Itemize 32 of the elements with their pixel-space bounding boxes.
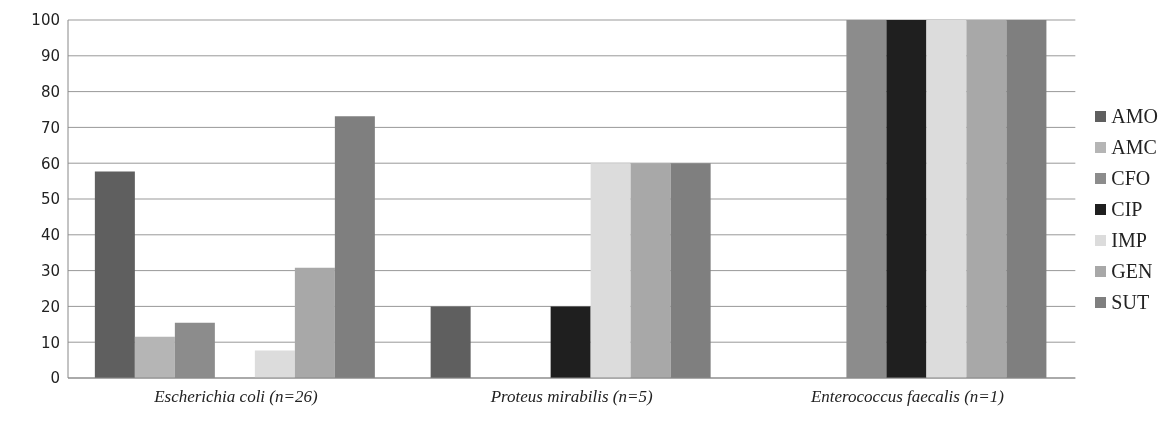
bar — [590, 163, 631, 378]
bar — [294, 267, 335, 378]
x-tick-label: Proteus mirabilis (n=5) — [489, 387, 653, 406]
bar — [550, 306, 591, 378]
bar — [430, 306, 471, 378]
y-tick-label: 100 — [31, 11, 60, 30]
legend-label: AMC — [1111, 135, 1157, 159]
legend-label: CFO — [1111, 166, 1151, 190]
bar — [630, 163, 671, 378]
legend-label: AMO — [1111, 104, 1158, 128]
legend-label: CIP — [1111, 197, 1143, 221]
bar — [886, 20, 927, 378]
legend-label: SUT — [1111, 290, 1150, 314]
y-tick-label: 40 — [40, 226, 60, 245]
bar — [926, 20, 967, 378]
y-tick-label: 20 — [40, 297, 60, 316]
legend-label: IMP — [1111, 228, 1147, 252]
x-tick-label: Escherichia coli (n=26) — [153, 387, 318, 406]
y-tick-label: 60 — [40, 154, 60, 173]
bar — [966, 20, 1007, 378]
x-tick-label: Enterococcus faecalis (n=1) — [809, 387, 1005, 406]
bar — [94, 171, 135, 378]
y-tick-label: 50 — [40, 190, 60, 209]
bar — [254, 350, 295, 378]
y-tick-label: 80 — [40, 82, 60, 101]
y-tick-label: 70 — [40, 118, 60, 137]
legend-label: GEN — [1111, 259, 1153, 283]
y-tick-label: 10 — [40, 333, 60, 352]
bar — [134, 336, 175, 378]
y-tick-label: 0 — [50, 369, 60, 388]
y-tick-label: 90 — [40, 47, 60, 66]
y-tick-label: 30 — [40, 261, 60, 280]
